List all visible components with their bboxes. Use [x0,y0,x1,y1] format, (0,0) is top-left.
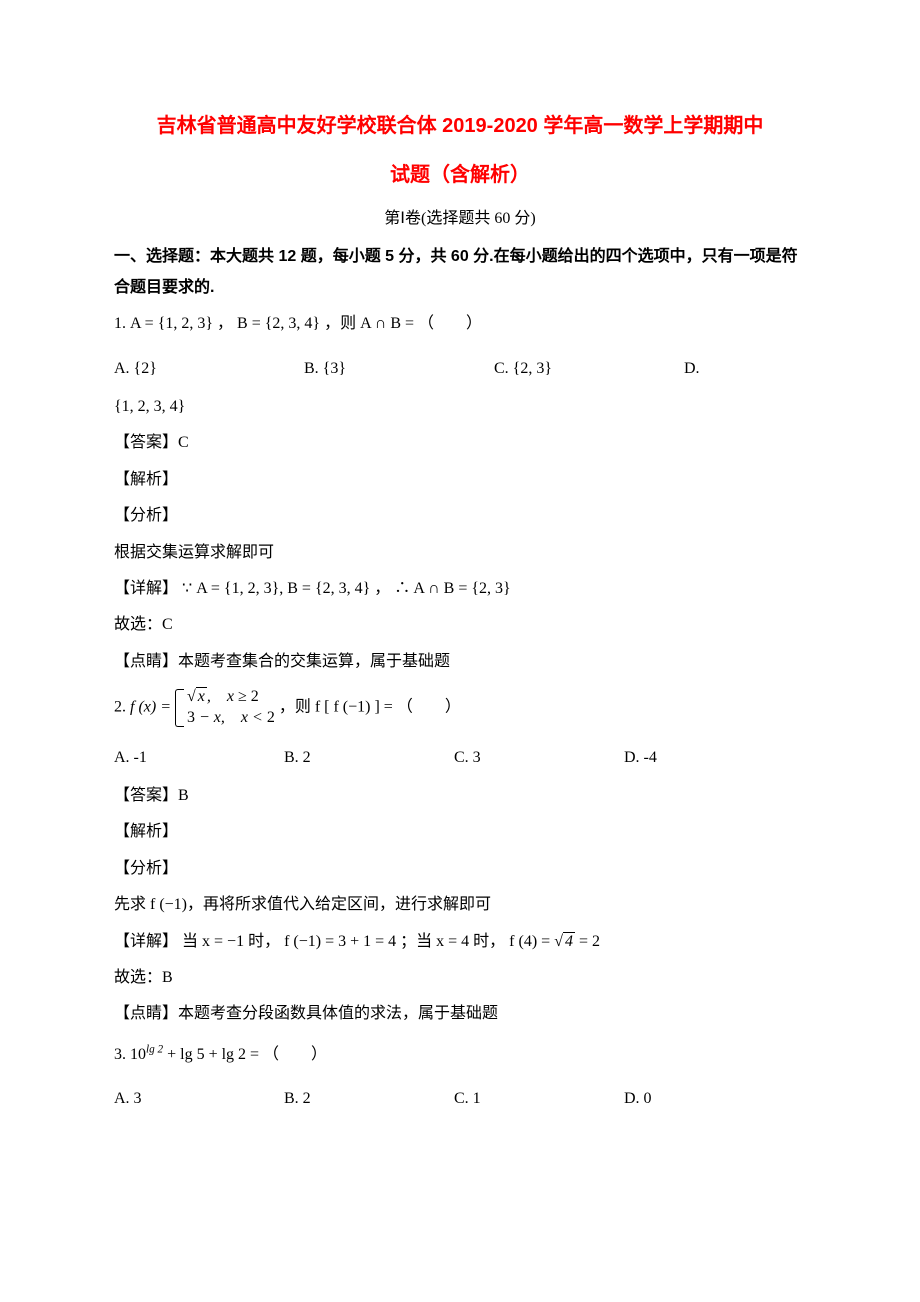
question-3: 3. 10lg 2 + lg 5 + lg 2 = （ ） [114,1040,806,1070]
detail-line: 【详解】 当 x = −1 时， f (−1) = 3 + 1 = 4 ；当 x… [114,927,806,957]
page-title-line2: 试题（含解析） [114,156,806,194]
question-tail: ，则 f [ f (−1) ] = （ ） [279,699,461,716]
volume-header: 第Ⅰ卷(选择题共 60 分) [114,204,806,234]
analysis-body: 根据交集运算求解即可 [114,538,806,568]
page-title-line1: 吉林省普通高中友好学校联合体 2019-2020 学年高一数学上学期期中 [114,110,806,142]
dianjing: 【点睛】本题考查分段函数具体值的求法，属于基础题 [114,999,806,1029]
question-3-options: A. 3 B. 2 C. 1 D. 0 [114,1084,806,1114]
option-d: D. [684,354,724,384]
detail-body: 当 x = −1 时， f (−1) = 3 + 1 = 4 ；当 x = 4 … [182,933,554,950]
option-d: D. 0 [624,1084,794,1114]
question-2-options: A. -1 B. 2 C. 3 D. -4 [114,743,806,773]
answer-label: 【答案】C [114,428,806,458]
answer-label: 【答案】B [114,781,806,811]
fenxi-label: 【分析】 [114,501,806,531]
option-d-continued: {1, 2, 3, 4} [114,392,806,422]
question-1-options: A. {2} B. {3} C. {2, 3} D. [114,354,806,384]
question-number: 3. [114,1046,126,1063]
question-stem: 10lg 2 + lg 5 + lg 2 = （ ） [130,1046,327,1063]
option-b: B. {3} [304,354,494,384]
option-b: B. 2 [284,743,454,773]
fenxi-label: 【分析】 [114,854,806,884]
option-a: A. -1 [114,743,284,773]
question-stem: f (x) = [130,699,175,716]
option-c: C. 3 [454,743,624,773]
section-instructions: 一、选择题：本大题共 12 题，每小题 5 分，共 60 分.在每小题给出的四个… [114,242,806,303]
piecewise-bracket: x, x ≥ 2 3 − x, x < 2 [175,687,275,729]
question-number: 1. [114,315,126,332]
question-1: 1. A = {1, 2, 3} ， B = {2, 3, 4} ，则 A ∩ … [114,309,806,339]
question-number: 2. [114,699,126,716]
detail-tail: = 2 [579,933,600,950]
select-answer: 故选：C [114,610,806,640]
analysis-body: 先求 f (−1)，再将所求值代入给定区间，进行求解即可 [114,890,806,920]
select-answer: 故选：B [114,963,806,993]
detail-body: ∵ A = {1, 2, 3}, B = {2, 3, 4} ， ∴ A ∩ B… [182,580,511,597]
option-c: C. {2, 3} [494,354,684,384]
exam-page: 吉林省普通高中友好学校联合体 2019-2020 学年高一数学上学期期中 试题（… [0,0,920,1302]
option-b: B. 2 [284,1084,454,1114]
superscript: lg 2 [146,1043,163,1055]
question-2: 2. f (x) = x, x ≥ 2 3 − x, x < 2 ，则 f [ … [114,687,806,729]
jiexi-label: 【解析】 [114,465,806,495]
detail-label: 【详解】 [114,933,178,950]
detail-label: 【详解】 [114,580,178,597]
sqrt-icon: 4 [554,927,575,957]
detail-line: 【详解】 ∵ A = {1, 2, 3}, B = {2, 3, 4} ， ∴ … [114,574,806,604]
dianjing: 【点睛】本题考查集合的交集运算，属于基础题 [114,647,806,677]
option-d: D. -4 [624,743,794,773]
jiexi-label: 【解析】 [114,817,806,847]
sqrt-icon: x [187,687,207,708]
option-a: A. 3 [114,1084,284,1114]
option-a: A. {2} [114,354,304,384]
analysis-text: 先求 f (−1)，再将所求值代入给定区间，进行求解即可 [114,896,491,913]
option-c: C. 1 [454,1084,624,1114]
question-stem: A = {1, 2, 3} ， B = {2, 3, 4} ，则 A ∩ B =… [130,315,482,332]
